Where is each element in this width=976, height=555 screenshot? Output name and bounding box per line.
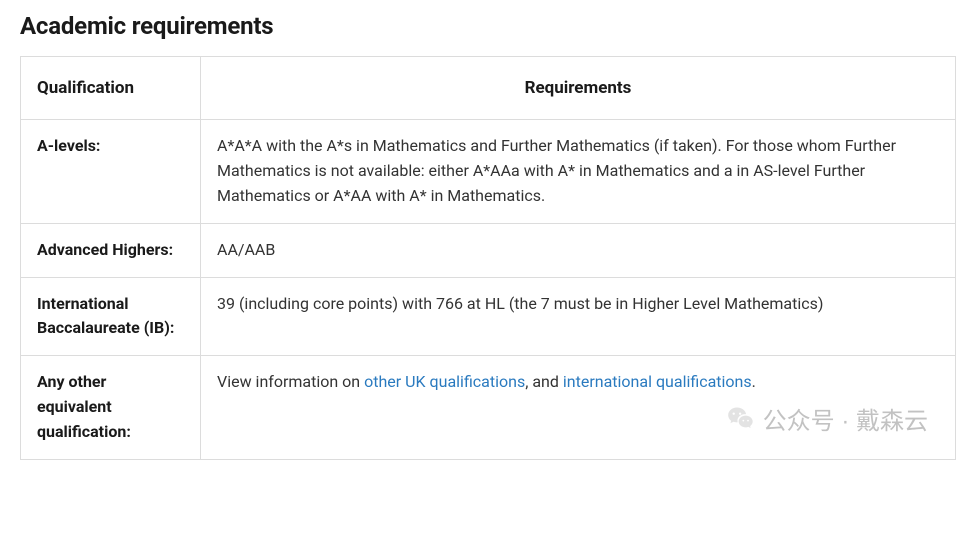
col-header-qualification: Qualification <box>21 57 201 120</box>
table-row: Advanced Highers: AA/AAB <box>21 223 956 277</box>
uk-qualifications-link[interactable]: other UK qualifications <box>364 372 525 391</box>
international-qualifications-link[interactable]: international qualifications <box>563 372 752 391</box>
table-header-row: Qualification Requirements <box>21 57 956 120</box>
requirement-text-mid: , and <box>525 372 563 391</box>
col-header-requirements: Requirements <box>201 57 956 120</box>
requirement-text-suffix: . <box>752 372 756 391</box>
academic-requirements-section: Academic requirements Qualification Requ… <box>20 12 956 460</box>
qualification-label: Advanced Highers: <box>21 223 201 277</box>
qualification-label: A-levels: <box>21 120 201 223</box>
table-row: Any other equivalent qualification: View… <box>21 356 956 459</box>
requirement-text-prefix: View information on <box>217 372 364 391</box>
requirement-cell: A*A*A with the A*s in Mathematics and Fu… <box>201 120 956 223</box>
qualification-label: International Baccalaureate (IB): <box>21 277 201 356</box>
requirement-cell: 39 (including core points) with 766 at H… <box>201 277 956 356</box>
section-heading: Academic requirements <box>20 12 956 40</box>
table-row: A-levels: A*A*A with the A*s in Mathemat… <box>21 120 956 223</box>
table-row: International Baccalaureate (IB): 39 (in… <box>21 277 956 356</box>
requirement-cell: View information on other UK qualificati… <box>201 356 956 459</box>
requirement-cell: AA/AAB <box>201 223 956 277</box>
requirements-table: Qualification Requirements A-levels: A*A… <box>20 56 956 460</box>
qualification-label: Any other equivalent qualification: <box>21 356 201 459</box>
